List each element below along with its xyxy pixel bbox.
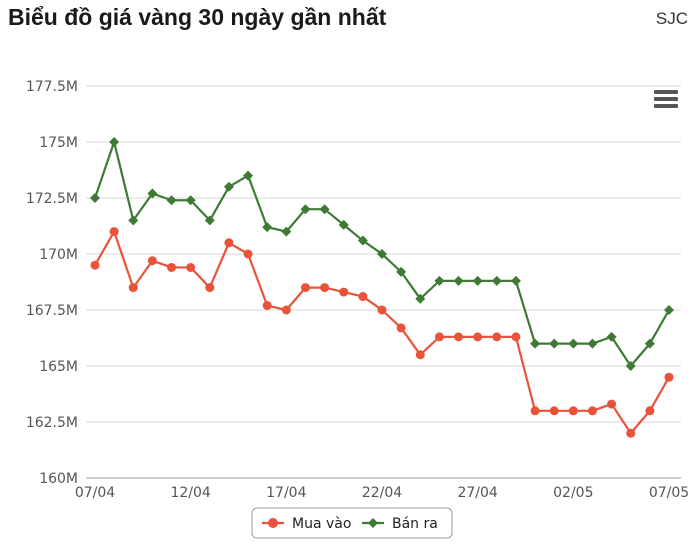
data-point — [626, 428, 636, 438]
x-tick-label: 07/04 — [75, 485, 115, 501]
data-point — [454, 332, 464, 342]
data-point — [320, 283, 330, 293]
data-point — [281, 226, 292, 237]
data-point — [587, 338, 598, 349]
data-point — [377, 249, 387, 259]
data-point — [205, 283, 215, 293]
data-point — [568, 406, 578, 416]
y-tick-label: 170M — [39, 247, 78, 263]
x-tick-label: 22/04 — [362, 485, 402, 501]
y-tick-label: 165M — [39, 359, 78, 375]
data-point — [147, 188, 158, 199]
data-point — [319, 204, 330, 215]
data-point — [396, 266, 407, 277]
data-point — [90, 260, 100, 270]
data-point — [510, 275, 521, 286]
x-tick-label: 27/04 — [457, 485, 497, 501]
data-point — [491, 275, 502, 286]
data-point — [511, 332, 521, 342]
y-tick-label: 177.5M — [26, 79, 78, 95]
data-point — [492, 332, 502, 342]
data-point — [644, 338, 655, 349]
y-tick-label: 167.5M — [26, 303, 78, 319]
data-point — [223, 181, 234, 192]
data-point — [434, 332, 444, 342]
data-point — [300, 204, 311, 215]
data-point — [185, 195, 196, 206]
y-tick-label: 175M — [39, 135, 78, 151]
data-point — [167, 262, 177, 272]
chart-title: Biểu đồ giá vàng 30 ngày gần nhất — [8, 4, 387, 30]
data-point — [281, 305, 291, 315]
data-point — [377, 305, 387, 315]
data-point — [645, 406, 655, 416]
data-point — [338, 219, 349, 230]
data-point — [415, 293, 426, 304]
data-point — [549, 406, 559, 416]
data-point — [530, 406, 540, 416]
legend-marker — [368, 518, 378, 528]
data-point — [166, 195, 177, 206]
data-point — [415, 350, 425, 360]
data-point — [396, 323, 406, 333]
data-point — [128, 215, 139, 226]
data-point — [109, 137, 120, 147]
data-point — [568, 338, 579, 349]
data-point — [472, 275, 483, 286]
data-point — [109, 227, 119, 237]
data-point — [90, 193, 100, 203]
y-tick-label: 160M — [39, 471, 78, 487]
data-point — [128, 283, 138, 293]
hamburger-menu-icon[interactable] — [654, 90, 678, 110]
data-point — [434, 275, 445, 286]
data-point — [453, 275, 464, 286]
data-point — [664, 372, 674, 382]
data-point — [339, 287, 349, 297]
data-point — [607, 399, 617, 409]
data-point — [262, 222, 273, 233]
data-point — [357, 235, 368, 246]
data-point — [243, 249, 253, 259]
data-point — [473, 332, 483, 342]
data-point — [186, 262, 196, 272]
series-line — [94, 230, 670, 435]
x-tick-label: 12/04 — [170, 485, 210, 501]
data-point — [262, 301, 272, 311]
data-point — [243, 170, 254, 181]
legend-label[interactable]: Mua vào — [292, 516, 351, 532]
data-point — [625, 361, 636, 371]
data-point — [147, 256, 157, 266]
data-point — [530, 338, 541, 349]
data-point — [300, 283, 310, 293]
x-tick-label: 07/05 — [649, 485, 689, 501]
legend-box — [251, 507, 453, 539]
y-tick-label: 172.5M — [26, 191, 78, 207]
data-point — [606, 331, 617, 342]
x-tick-label: 02/05 — [553, 485, 593, 501]
y-tick-label: 162.5M — [26, 415, 78, 431]
brand-label: SJC — [655, 9, 688, 28]
data-point — [358, 292, 368, 302]
data-point — [587, 406, 597, 416]
data-point — [204, 215, 215, 226]
legend-label[interactable]: Bán ra — [392, 516, 438, 532]
data-point — [549, 338, 560, 349]
data-point — [224, 238, 234, 248]
x-tick-label: 17/04 — [266, 485, 306, 501]
data-point — [664, 305, 674, 315]
legend-marker — [268, 518, 278, 528]
